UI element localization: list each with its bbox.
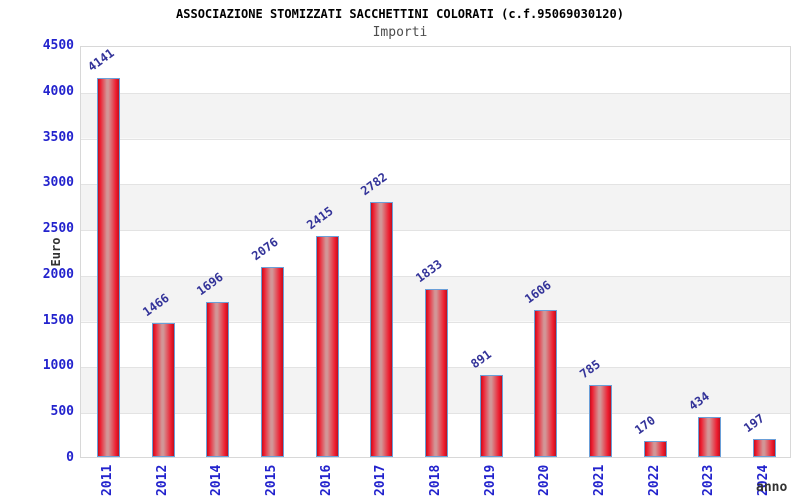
bar [753, 439, 776, 457]
chart-title: ASSOCIAZIONE STOMIZZATI SACCHETTINI COLO… [176, 7, 624, 21]
grid-line [81, 230, 790, 231]
bar-value-label: 1696 [194, 269, 226, 299]
x-tick-label: 2014 [209, 464, 224, 496]
bar-value-label: 2415 [304, 203, 336, 233]
x-tick-label: 2023 [701, 464, 716, 496]
bar-value-label: 434 [686, 389, 712, 414]
bar [261, 267, 284, 457]
y-tick-label: 3500 [42, 130, 74, 145]
grid-line [81, 276, 790, 277]
bar-value-label: 2782 [358, 169, 390, 199]
bar-value-label: 2076 [249, 234, 281, 264]
bar [698, 417, 721, 457]
x-tick-label: 2018 [428, 464, 443, 496]
bar [425, 289, 448, 457]
bar [97, 78, 120, 457]
x-tick-label: 2021 [592, 464, 607, 496]
y-tick-label: 1000 [42, 358, 74, 373]
bar [480, 375, 503, 457]
bar [644, 441, 667, 457]
grid-line [81, 93, 790, 94]
x-tick-label: 2011 [100, 464, 115, 496]
grid-line [81, 184, 790, 185]
x-tick-label: 2022 [647, 464, 662, 496]
x-tick-label: 2019 [483, 464, 498, 496]
y-tick-label: 3000 [42, 175, 74, 190]
x-tick-label: 2012 [155, 464, 170, 496]
bar-value-label: 1466 [140, 290, 172, 320]
bar-value-label: 785 [577, 357, 603, 382]
bar [316, 236, 339, 457]
bar [206, 302, 229, 457]
bar [152, 323, 175, 457]
bar [370, 202, 393, 457]
x-tick-label: 2015 [264, 464, 279, 496]
x-tick-label: 2016 [319, 464, 334, 496]
y-tick-label: 1500 [42, 313, 74, 328]
y-tick-label: 2000 [42, 267, 74, 282]
plot-area: 4141 1466 1696 2076 2415 2782 1833 891 1606 785 17… [80, 46, 791, 458]
bar-value-label: 1606 [522, 277, 554, 307]
x-tick-label: 2020 [537, 464, 552, 496]
x-axis-title: anno [756, 480, 788, 495]
y-tick-label: 500 [50, 404, 74, 419]
bar [589, 385, 612, 457]
x-tick-label: 2017 [373, 464, 388, 496]
bar-value-label: 4141 [85, 45, 117, 75]
bar-value-label: 1833 [413, 256, 445, 286]
bar-value-label: 197 [741, 411, 767, 436]
bar-value-label: 891 [468, 347, 494, 372]
y-tick-label: 2500 [42, 221, 74, 236]
y-tick-label: 4500 [42, 38, 74, 53]
y-tick-label: 4000 [42, 84, 74, 99]
y-tick-label: 0 [66, 450, 74, 465]
bar-value-label: 170 [632, 413, 658, 438]
grid-line [81, 139, 790, 140]
chart-subtitle: Importi [372, 25, 428, 40]
bar [534, 310, 557, 457]
